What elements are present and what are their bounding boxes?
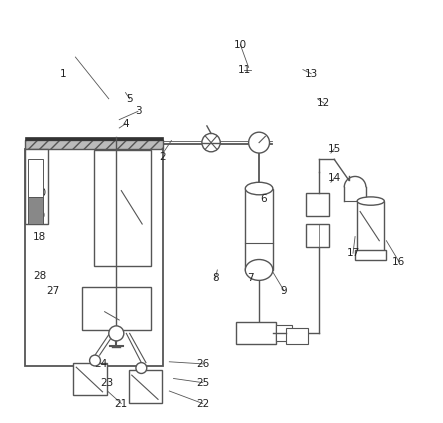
Bar	[94, 150, 151, 266]
Bar	[28, 159, 43, 197]
Bar	[28, 197, 43, 224]
Text: 25: 25	[196, 378, 210, 387]
Bar	[245, 189, 273, 270]
Text: 19: 19	[33, 211, 47, 221]
Circle shape	[109, 326, 124, 341]
Bar	[306, 193, 329, 216]
Bar	[25, 137, 163, 140]
Text: 18: 18	[33, 231, 47, 242]
Text: 1: 1	[59, 69, 66, 79]
Text: 9: 9	[281, 286, 288, 296]
Ellipse shape	[245, 182, 273, 195]
Text: 20: 20	[33, 188, 47, 198]
Text: 16: 16	[392, 257, 405, 266]
Text: 21: 21	[115, 398, 128, 409]
Text: 4: 4	[122, 119, 129, 129]
Text: 8: 8	[212, 273, 218, 283]
Text: 6: 6	[260, 194, 267, 204]
Bar	[236, 322, 276, 344]
Text: 22: 22	[196, 398, 210, 409]
Text: 13: 13	[305, 69, 318, 79]
Text: 24: 24	[94, 359, 107, 369]
Circle shape	[202, 133, 220, 152]
Circle shape	[89, 355, 101, 366]
Bar	[355, 250, 386, 259]
Bar	[82, 287, 151, 330]
Text: 28: 28	[33, 271, 47, 281]
Text: 11: 11	[238, 65, 251, 74]
Text: 5: 5	[126, 94, 133, 104]
Circle shape	[249, 132, 269, 153]
Bar	[25, 149, 163, 366]
Text: 27: 27	[46, 286, 59, 296]
Text: 3: 3	[135, 106, 141, 116]
Bar	[276, 325, 291, 341]
Text: 12: 12	[317, 98, 330, 108]
Text: 7: 7	[247, 273, 254, 283]
Circle shape	[136, 363, 147, 374]
Ellipse shape	[245, 259, 273, 280]
Bar	[286, 328, 308, 344]
Bar	[25, 149, 48, 224]
Text: 17: 17	[346, 248, 360, 258]
Bar	[306, 224, 329, 247]
Text: 14: 14	[327, 173, 341, 183]
Text: 10: 10	[234, 39, 247, 49]
Text: 26: 26	[196, 359, 210, 369]
Bar	[73, 363, 107, 395]
Bar	[357, 201, 385, 251]
Bar	[25, 140, 163, 149]
Bar	[129, 370, 162, 403]
Text: 23: 23	[100, 378, 113, 387]
Text: 2: 2	[160, 152, 167, 162]
Ellipse shape	[357, 197, 385, 205]
Text: 15: 15	[327, 144, 341, 154]
